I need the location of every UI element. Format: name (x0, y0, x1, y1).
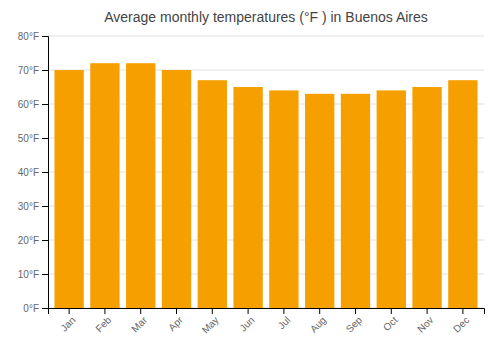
x-tick-mark (140, 308, 141, 314)
x-tick: Jun (237, 308, 256, 334)
bar (305, 94, 334, 308)
y-tick: 80°F (18, 31, 48, 42)
chart: 0°F 10°F 20°F 30°F 40°F 50°F 60°F 70°F 80°F Jan Fe… (0, 0, 500, 350)
x-tick-mark (283, 308, 284, 314)
x-tick-mark (248, 308, 249, 314)
x-tick: Oct (381, 308, 400, 333)
bar (377, 90, 406, 308)
y-tick-mark (42, 308, 48, 309)
x-tick-mark (355, 308, 356, 314)
bar (412, 87, 441, 308)
x-tick: Jul (276, 308, 293, 331)
y-tick-label: 60°F (18, 99, 39, 110)
bar (198, 80, 227, 308)
x-tick-mark (391, 308, 392, 314)
x-tick-mark (69, 308, 70, 314)
bar (162, 70, 191, 308)
bars (54, 63, 477, 308)
y-tick-label: 10°F (18, 269, 39, 280)
x-tick-label: Jan (58, 314, 77, 333)
y-tick-label: 40°F (18, 167, 39, 178)
y-tick-mark (42, 274, 48, 275)
x-tick-mark (104, 308, 105, 314)
x-tick: Mar (129, 308, 149, 334)
x-tick: May (200, 308, 221, 336)
y-tick: 70°F (18, 65, 48, 76)
x-tick-label: Nov (415, 314, 435, 334)
y-tick-label: 0°F (23, 303, 39, 314)
y-tick: 50°F (18, 133, 48, 144)
x-tick: Aug (308, 308, 328, 335)
y-tick: 20°F (18, 235, 48, 246)
x-tick-mark (427, 308, 428, 314)
x-tick: Nov (415, 308, 435, 335)
y-axis-line (42, 37, 49, 309)
x-tick: Sep (344, 308, 365, 335)
x-axis: Jan Feb Mar Apr May Jun Jul Aug Sep Oct Nov Dec (49, 308, 485, 336)
x-tick-label: Oct (381, 314, 400, 333)
bar (233, 87, 262, 308)
y-tick-label: 30°F (18, 201, 39, 212)
x-tick-mark (319, 308, 320, 314)
y-tick-label: 20°F (18, 235, 39, 246)
y-tick-mark (42, 206, 48, 207)
x-tick-label: Sep (344, 314, 365, 335)
bar (341, 94, 370, 308)
y-tick: 0°F (23, 303, 48, 314)
bar (269, 90, 298, 308)
bar (126, 63, 155, 308)
x-tick-mark (176, 308, 177, 314)
x-tick-label: Aug (308, 314, 328, 334)
x-tick-mark (212, 308, 213, 314)
y-tick-label: 50°F (18, 133, 39, 144)
y-axis: 0°F 10°F 20°F 30°F 40°F 50°F 60°F 70°F 80°F (18, 31, 49, 314)
x-tick-label: Mar (129, 314, 149, 334)
title: Average monthly temperatures (°F ) in Bu… (104, 9, 428, 25)
x-tick-mark (462, 308, 463, 314)
x-tick-label: Jul (276, 314, 293, 331)
y-tick: 10°F (18, 269, 48, 280)
y-tick: 30°F (18, 201, 48, 212)
y-tick: 60°F (18, 99, 48, 110)
x-axis-line (49, 309, 485, 315)
x-tick: Feb (93, 308, 113, 334)
x-tick: Apr (166, 308, 185, 333)
x-tick-label: May (200, 314, 221, 335)
x-tick-label: Dec (451, 314, 471, 334)
x-tick: Jan (58, 308, 77, 334)
x-tick-label: Jun (237, 314, 256, 333)
grid (48, 36, 484, 308)
x-tick: Dec (451, 308, 471, 335)
bar (448, 80, 477, 308)
x-tick-label: Feb (93, 314, 113, 334)
x-tick-label: Apr (166, 314, 185, 333)
y-tick-mark (42, 36, 48, 37)
y-tick: 40°F (18, 167, 48, 178)
y-tick-mark (42, 104, 48, 105)
bar (54, 70, 83, 308)
y-tick-mark (42, 172, 48, 173)
y-tick-label: 70°F (18, 65, 39, 76)
y-tick-label: 80°F (18, 31, 39, 42)
plot-area: 0°F 10°F 20°F 30°F 40°F 50°F 60°F 70°F 80°F Jan Fe… (18, 31, 485, 336)
grid-line (48, 36, 484, 37)
y-tick-mark (42, 138, 48, 139)
y-tick-mark (42, 70, 48, 71)
bar (90, 63, 119, 308)
y-tick-mark (42, 240, 48, 241)
